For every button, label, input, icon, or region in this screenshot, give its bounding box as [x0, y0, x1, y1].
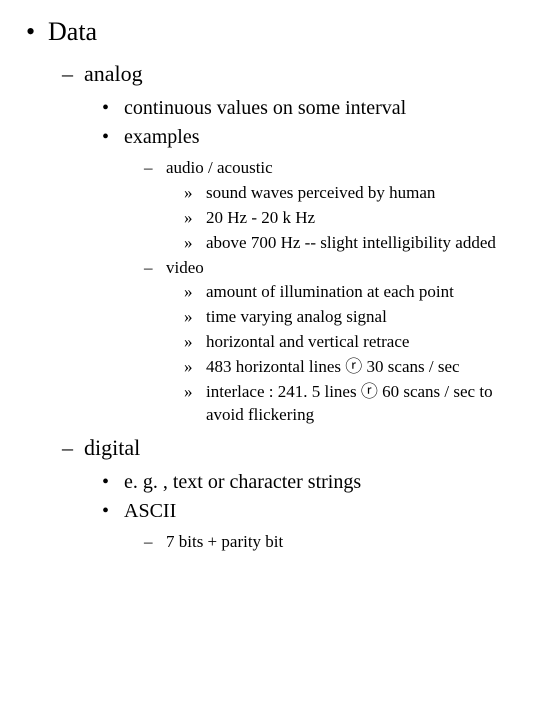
raquo-bullet: » [184, 356, 206, 379]
list-item-examples: • examples [102, 124, 520, 151]
text: e. g. , text or character strings [124, 469, 520, 496]
raquo-bullet: » [184, 207, 206, 230]
raquo-bullet: » [184, 331, 206, 354]
text: analog [84, 59, 520, 89]
dash-bullet: – [144, 157, 166, 180]
raquo-bullet: » [184, 281, 206, 304]
text: digital [84, 433, 520, 463]
list-item-video: – video [144, 257, 520, 280]
list-item-video-3: » horizontal and vertical retrace [184, 331, 520, 354]
text: 20 Hz - 20 k Hz [206, 207, 520, 230]
list-item-video-2: » time varying analog signal [184, 306, 520, 329]
raquo-bullet: » [184, 381, 206, 404]
text: interlace : 241. 5 lines ⓡ 60 scans / se… [206, 381, 520, 427]
dash-bullet: – [62, 59, 84, 89]
text: sound waves perceived by human [206, 182, 520, 205]
dash-bullet: – [144, 257, 166, 280]
text: ASCII [124, 498, 520, 525]
list-item-analog: – analog [62, 59, 520, 89]
text: examples [124, 124, 520, 151]
list-item-continuous: • continuous values on some interval [102, 95, 520, 122]
disc-bullet: • [102, 124, 124, 151]
disc-bullet: • [102, 95, 124, 122]
text: above 700 Hz -- slight intelligibility a… [206, 232, 520, 255]
raquo-bullet: » [184, 232, 206, 255]
text: continuous values on some interval [124, 95, 520, 122]
raquo-bullet: » [184, 306, 206, 329]
dash-bullet: – [144, 531, 166, 554]
text: video [166, 257, 520, 280]
list-item-audio-3: » above 700 Hz -- slight intelligibility… [184, 232, 520, 255]
list-item-audio-1: » sound waves perceived by human [184, 182, 520, 205]
list-item-data: • Data [26, 14, 520, 49]
raquo-bullet: » [184, 182, 206, 205]
text: amount of illumination at each point [206, 281, 520, 304]
disc-bullet: • [102, 469, 124, 496]
list-item-video-5: » interlace : 241. 5 lines ⓡ 60 scans / … [184, 381, 520, 427]
list-item-audio-2: » 20 Hz - 20 k Hz [184, 207, 520, 230]
text: audio / acoustic [166, 157, 520, 180]
list-item-digital-1: • e. g. , text or character strings [102, 469, 520, 496]
list-item-video-4: » 483 horizontal lines ⓡ 30 scans / sec [184, 356, 520, 379]
list-item-audio: – audio / acoustic [144, 157, 520, 180]
text: 483 horizontal lines ⓡ 30 scans / sec [206, 356, 520, 379]
text: time varying analog signal [206, 306, 520, 329]
text: horizontal and vertical retrace [206, 331, 520, 354]
list-item-digital-2: • ASCII [102, 498, 520, 525]
text: 7 bits + parity bit [166, 531, 520, 554]
disc-bullet: • [26, 14, 48, 49]
list-item-video-1: » amount of illumination at each point [184, 281, 520, 304]
text: Data [48, 14, 520, 49]
dash-bullet: – [62, 433, 84, 463]
list-item-ascii-1: – 7 bits + parity bit [144, 531, 520, 554]
list-item-digital: – digital [62, 433, 520, 463]
disc-bullet: • [102, 498, 124, 525]
